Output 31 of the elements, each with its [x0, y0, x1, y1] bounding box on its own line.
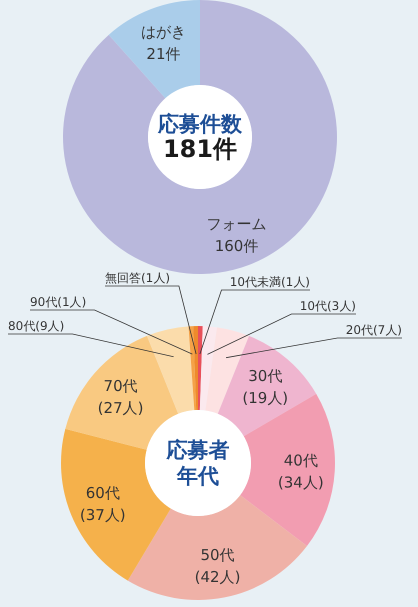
data-label: (34人) — [278, 473, 324, 492]
data-label: (42人) — [194, 568, 240, 586]
slice-label: 50代 — [200, 546, 235, 564]
slice-label: 90代(1人) — [30, 295, 86, 309]
donut-slice — [128, 495, 307, 600]
donut-slice — [188, 326, 196, 410]
donut-slice — [193, 326, 198, 410]
donut-slice — [108, 0, 200, 98]
donut-slice — [63, 0, 337, 274]
donut-slice — [218, 336, 316, 436]
data-label: 160件 — [214, 236, 258, 255]
slice-label: 10代(3人) — [300, 299, 356, 313]
donut-slice — [146, 326, 194, 414]
text: 181件 — [162, 135, 238, 163]
data-label: (37人) — [80, 506, 126, 524]
data-label: (19人) — [242, 389, 288, 407]
slice-label: 無回答(1人) — [105, 271, 170, 285]
slice-label: はがき — [140, 23, 186, 42]
text: 応募者年代 — [166, 438, 230, 488]
slice-label: 30代 — [248, 367, 282, 385]
slice-label: 80代(9人) — [8, 319, 64, 333]
data-label: (27人) — [98, 399, 144, 418]
slice-label: 60代 — [86, 484, 120, 502]
data-label: 21件 — [146, 45, 181, 64]
donut-slice — [198, 326, 203, 410]
text: 応募件数 — [157, 112, 243, 136]
slice-label: 10代未満(1人) — [230, 275, 310, 289]
slice-label: 40代 — [284, 451, 318, 470]
slice-label: 20代(7人) — [346, 323, 402, 337]
slice-label: 70代 — [104, 377, 138, 396]
slice-label: フォーム — [206, 214, 267, 233]
